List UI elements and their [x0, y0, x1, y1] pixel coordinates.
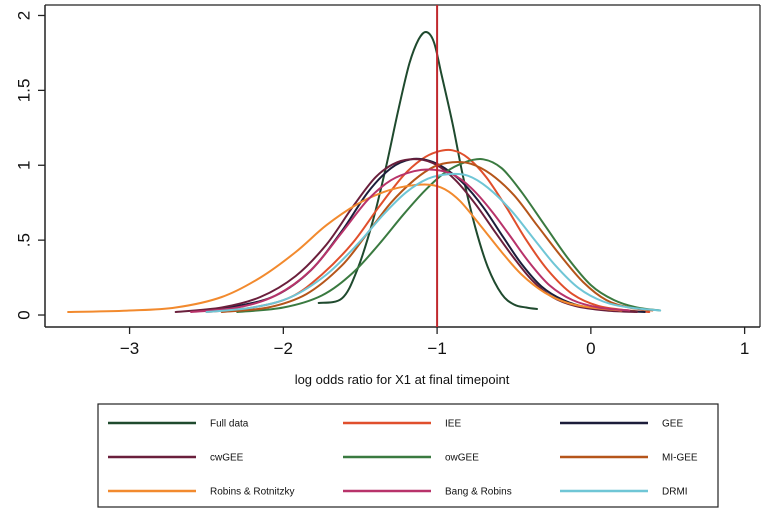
series-line-mi-gee — [220, 161, 654, 313]
legend-entry-owgee: owGEE — [343, 453, 479, 464]
legend-label: cwGEE — [210, 453, 244, 464]
legend-label: IEE — [445, 419, 461, 430]
legend-label: Robins & Rotnitzky — [210, 487, 294, 498]
series-line-cwgee — [174, 158, 638, 313]
legend-label: MI-GEE — [662, 453, 698, 464]
y-tick-label: 1.5 — [14, 79, 33, 103]
x-axis-title: log odds ratio for X1 at final timepoint — [295, 372, 510, 387]
legend: Full data IEE GEE cwGEE owGEE MI-GEE Robins & … — [97, 403, 719, 508]
legend-entry-gee: GEE — [560, 419, 683, 430]
series-line-bang-robins — [190, 168, 631, 313]
series-line-full-data — [317, 30, 538, 310]
x-tick-label: −2 — [274, 339, 293, 358]
series-lines — [67, 30, 662, 313]
legend-entries: Full data IEE GEE cwGEE owGEE MI-GEE Robins & … — [108, 419, 698, 498]
y-tick-label: 1 — [14, 161, 33, 170]
x-axis-ticks: −3 −2 −1 0 1 — [120, 327, 749, 358]
y-axis-ticks: 0 .5 1 1.5 2 — [14, 11, 45, 320]
legend-entry-bang-robins: Bang & Robins — [343, 487, 512, 498]
series-line-robins-rotnitzky — [67, 183, 623, 313]
series-line-owgee — [236, 158, 662, 313]
legend-label: Bang & Robins — [445, 487, 512, 498]
x-tick-label: 1 — [740, 339, 749, 358]
legend-entry-robins-rotnitzky: Robins & Rotnitzky — [108, 487, 294, 498]
legend-entry-mi-gee: MI-GEE — [560, 453, 698, 464]
legend-label: DRMI — [662, 487, 688, 498]
y-tick-label: .5 — [14, 233, 33, 247]
y-tick-label: 0 — [14, 310, 33, 319]
series-line-drmi — [205, 172, 662, 313]
legend-entry-cwgee: cwGEE — [108, 453, 244, 464]
series-line-iee — [205, 148, 651, 313]
x-tick-label: −3 — [120, 339, 139, 358]
legend-entry-full-data: Full data — [108, 419, 249, 430]
x-tick-label: −1 — [427, 339, 446, 358]
legend-entry-iee: IEE — [343, 419, 461, 430]
legend-entry-drmi: DRMI — [560, 487, 688, 498]
legend-label: Full data — [210, 419, 249, 430]
legend-label: GEE — [662, 419, 683, 430]
x-tick-label: 0 — [586, 339, 595, 358]
y-tick-label: 2 — [14, 11, 33, 20]
plot-region: −3 −2 −1 0 1 0 .5 1 1.5 2 — [14, 4, 761, 358]
legend-label: owGEE — [445, 453, 479, 464]
